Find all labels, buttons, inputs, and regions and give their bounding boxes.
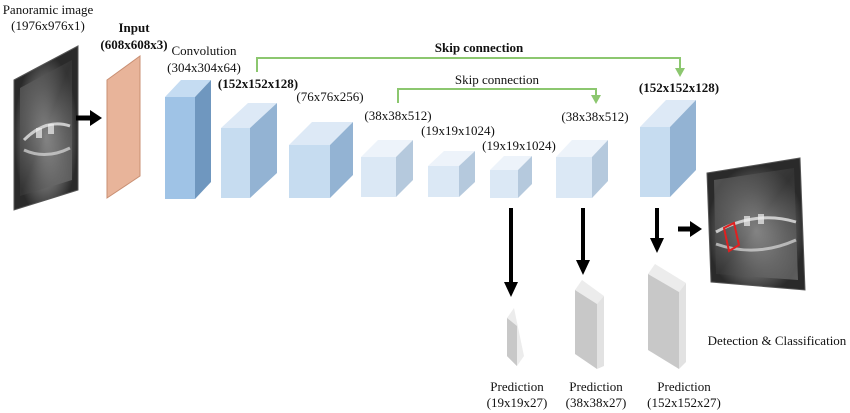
prediction-size-3: (152x152x27) bbox=[647, 395, 721, 410]
prediction-arrow-2 bbox=[576, 208, 590, 275]
feature-block-7 bbox=[640, 100, 696, 197]
panoramic-input-image bbox=[13, 45, 79, 211]
skip-connection-outer-line bbox=[256, 57, 685, 77]
skip-connection-inner-label: Skip connection bbox=[455, 72, 540, 87]
output-arrow bbox=[678, 221, 702, 237]
feature-label-5: (19x19x1024) bbox=[482, 138, 556, 153]
prediction-arrow-3 bbox=[650, 208, 664, 253]
panoramic-image-size: (1976x976x1) bbox=[11, 18, 85, 33]
feature-label-2: (76x76x256) bbox=[296, 89, 363, 104]
detection-box bbox=[722, 221, 741, 253]
feature-label-1: (152x152x128) bbox=[218, 76, 298, 91]
input-arrow bbox=[76, 110, 102, 126]
feature-block-3 bbox=[361, 140, 413, 197]
feature-label-4: (19x19x1024) bbox=[421, 123, 495, 138]
prediction-title-3: Prediction bbox=[657, 379, 711, 394]
input-layer-block bbox=[106, 55, 141, 199]
convolution-block bbox=[165, 80, 211, 199]
convolution-title: Convolution bbox=[171, 43, 237, 58]
skip-connection-outer-label: Skip connection bbox=[435, 40, 524, 55]
detection-classification-label: Detection & Classification bbox=[708, 333, 847, 348]
feature-block-5 bbox=[490, 156, 532, 198]
panoramic-image-title: Panoramic image bbox=[3, 2, 94, 17]
prediction-title-1: Prediction bbox=[490, 379, 544, 394]
feature-block-4 bbox=[428, 151, 475, 197]
convolution-size: (304x304x64) bbox=[167, 60, 241, 75]
skip-connection-inner-line bbox=[397, 88, 601, 104]
feature-label-3: (38x38x512) bbox=[364, 108, 431, 123]
feature-block-6 bbox=[556, 140, 608, 198]
prediction-block-3 bbox=[648, 264, 686, 369]
prediction-title-2: Prediction bbox=[569, 379, 623, 394]
prediction-arrow-1 bbox=[504, 208, 518, 297]
feature-block-1 bbox=[221, 103, 277, 198]
input-layer-size: (608x608x3) bbox=[100, 37, 167, 52]
prediction-size-2: (38x38x27) bbox=[566, 395, 627, 410]
feature-label-7: (152x152x128) bbox=[639, 80, 719, 95]
feature-label-6: (38x38x512) bbox=[561, 109, 628, 124]
detection-output-image bbox=[706, 157, 806, 291]
prediction-block-1 bbox=[507, 308, 524, 366]
prediction-block-2 bbox=[575, 280, 604, 369]
feature-block-2 bbox=[289, 122, 353, 198]
prediction-size-1: (19x19x27) bbox=[487, 395, 548, 410]
input-layer-title: Input bbox=[118, 20, 150, 35]
